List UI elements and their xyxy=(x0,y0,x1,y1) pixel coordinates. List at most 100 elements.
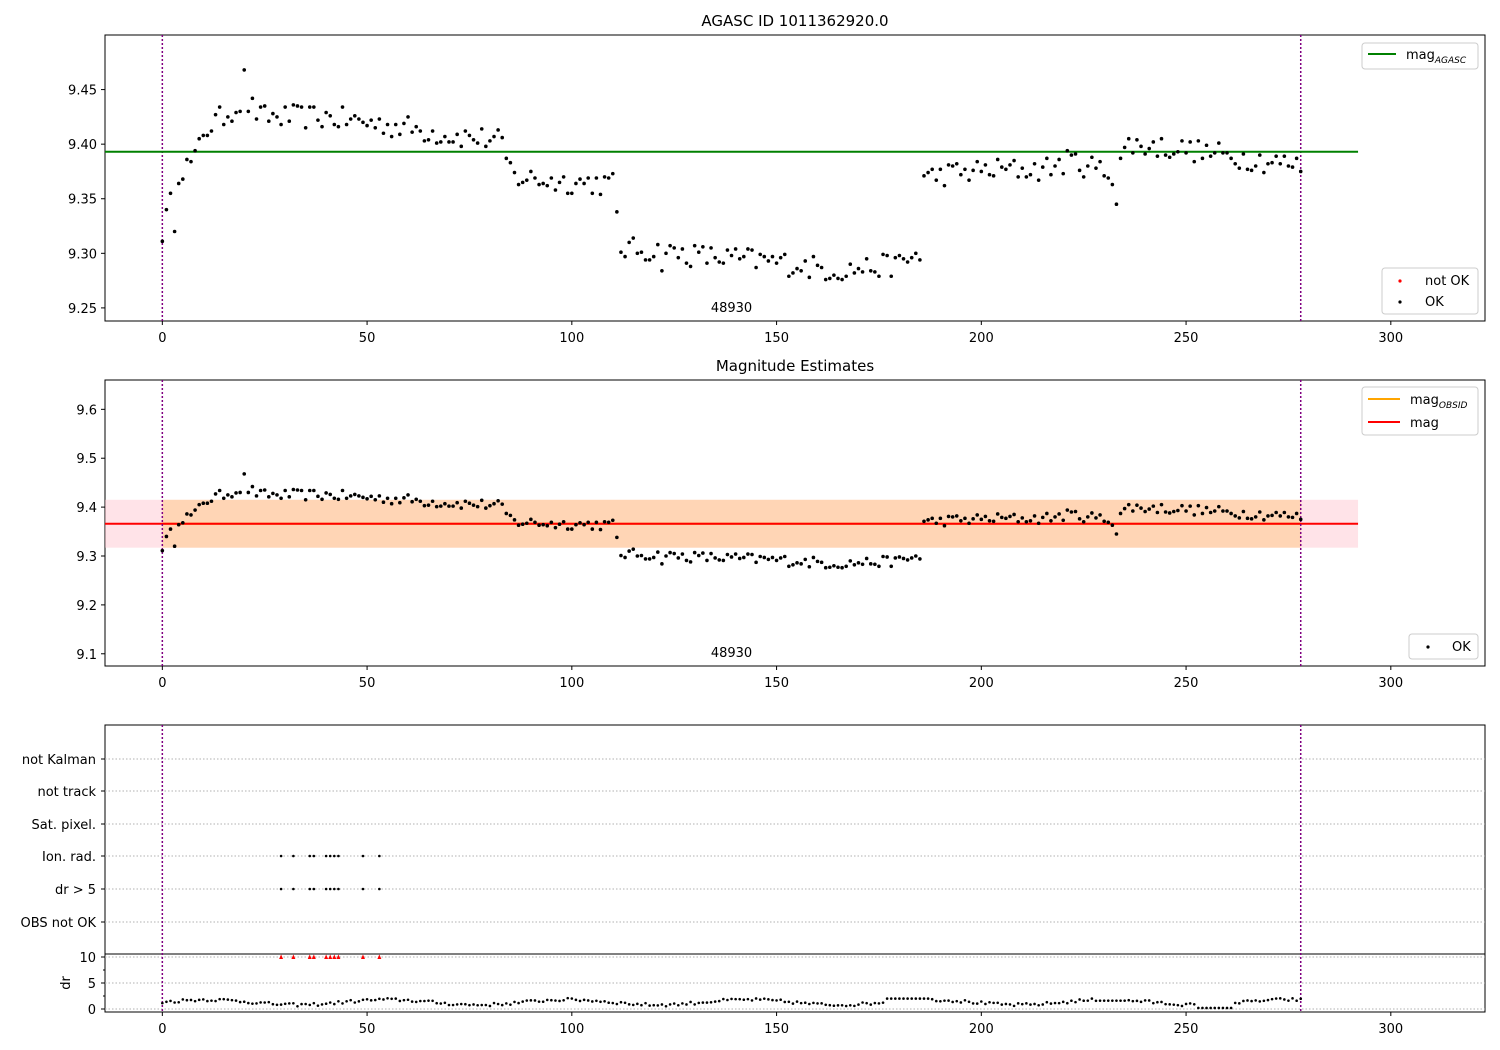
data-point xyxy=(938,516,943,521)
dr-point xyxy=(525,999,529,1002)
data-point xyxy=(868,562,873,566)
dr-point xyxy=(1172,1003,1176,1006)
data-point xyxy=(1004,516,1008,521)
data-point xyxy=(553,188,558,192)
data-point xyxy=(721,261,726,265)
data-point xyxy=(701,244,705,249)
data-point xyxy=(1262,170,1266,175)
data-point xyxy=(443,501,447,506)
dr-point xyxy=(824,1003,828,1007)
data-point xyxy=(1225,151,1229,155)
data-point xyxy=(336,124,341,129)
data-point xyxy=(549,176,554,180)
data-point xyxy=(696,553,701,558)
dr-point xyxy=(906,997,909,1000)
data-point xyxy=(545,183,550,188)
data-point xyxy=(746,552,750,556)
data-point xyxy=(967,178,971,182)
data-point xyxy=(1143,152,1147,156)
data-point xyxy=(991,174,996,178)
data-point xyxy=(1249,168,1254,173)
data-point xyxy=(828,565,832,570)
data-point xyxy=(586,176,591,180)
dr-point xyxy=(562,998,565,1002)
dr-point xyxy=(554,999,557,1002)
data-point xyxy=(1294,511,1299,516)
dr-point xyxy=(197,998,201,1002)
data-point xyxy=(1004,167,1008,172)
flag-row-label: Ion. rad. xyxy=(42,850,96,865)
dr-point xyxy=(1041,1003,1045,1006)
data-point xyxy=(1290,165,1295,169)
dr-point xyxy=(230,998,234,1002)
data-point xyxy=(590,191,595,196)
dr-point xyxy=(529,999,533,1002)
dr-point xyxy=(599,1000,602,1004)
data-point xyxy=(1106,520,1111,525)
data-point xyxy=(418,499,423,504)
data-point xyxy=(1045,511,1049,516)
data-point xyxy=(389,501,394,506)
dr-point xyxy=(435,1001,438,1005)
dr-point xyxy=(1135,999,1139,1003)
data-point xyxy=(1139,506,1143,510)
dr-point xyxy=(902,997,905,1000)
data-point xyxy=(1114,532,1119,536)
data-point xyxy=(438,504,443,508)
data-point xyxy=(623,555,627,560)
data-point xyxy=(500,135,505,140)
data-point xyxy=(774,261,779,265)
data-point xyxy=(484,506,488,510)
dr-point xyxy=(1025,1002,1028,1005)
data-point xyxy=(295,488,300,492)
dr-point xyxy=(705,1001,709,1004)
data-point xyxy=(434,141,439,145)
dr-point xyxy=(648,1004,651,1007)
data-point xyxy=(398,500,402,505)
dr-point xyxy=(636,1002,639,1006)
data-point xyxy=(1077,168,1082,173)
data-point xyxy=(688,264,693,269)
data-point xyxy=(1290,515,1295,520)
data-point xyxy=(938,167,943,172)
data-point xyxy=(1122,145,1127,150)
data-point xyxy=(344,122,349,127)
dr-point xyxy=(1217,1006,1221,1010)
dr-point xyxy=(640,1003,643,1007)
data-point xyxy=(750,552,754,557)
dr-point xyxy=(676,1003,680,1007)
data-point xyxy=(1184,509,1188,513)
data-point xyxy=(983,163,988,167)
data-point xyxy=(1102,174,1106,178)
data-point xyxy=(271,111,275,116)
data-point xyxy=(1016,175,1020,179)
dr-point xyxy=(758,998,762,1001)
dr-point xyxy=(828,1003,832,1007)
dr-point xyxy=(799,1001,803,1005)
dr-point xyxy=(427,999,430,1002)
data-point xyxy=(230,495,234,499)
panel1-frame xyxy=(104,34,1486,322)
data-point xyxy=(754,265,758,270)
data-point xyxy=(746,247,750,251)
data-point xyxy=(1126,136,1131,141)
data-point xyxy=(1221,509,1225,513)
data-point xyxy=(193,508,197,512)
dr-point xyxy=(963,998,967,1002)
data-point xyxy=(1171,152,1176,156)
legend-ok-label: OK xyxy=(1425,295,1444,310)
data-point xyxy=(316,494,320,499)
data-point xyxy=(684,261,689,265)
data-point xyxy=(1032,162,1037,166)
dr-point xyxy=(836,1004,840,1007)
flag-point xyxy=(308,854,312,858)
data-point xyxy=(942,523,947,528)
data-point xyxy=(283,488,287,493)
data-point xyxy=(287,495,292,499)
flag-row-label: not track xyxy=(37,785,96,800)
data-point xyxy=(262,104,267,108)
dr-point xyxy=(341,1002,344,1005)
dr-point xyxy=(1037,1003,1040,1007)
data-point xyxy=(361,120,365,125)
dr-point xyxy=(623,1001,627,1005)
